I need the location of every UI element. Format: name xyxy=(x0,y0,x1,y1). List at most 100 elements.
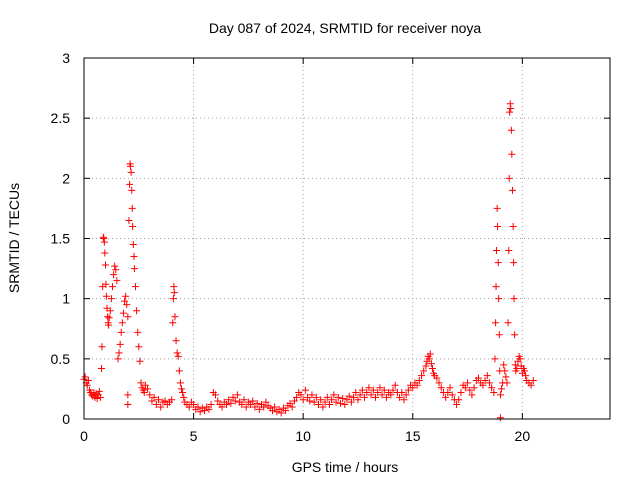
data-point xyxy=(433,374,441,382)
data-point xyxy=(240,396,248,404)
data-point xyxy=(513,364,521,372)
data-point xyxy=(461,384,469,392)
data-point xyxy=(121,297,129,305)
y-tick-label: 0.5 xyxy=(51,351,71,367)
x-tick-label: 20 xyxy=(515,428,531,444)
data-point xyxy=(185,403,193,411)
data-point xyxy=(98,364,106,372)
data-point xyxy=(81,373,89,381)
data-point xyxy=(358,386,366,394)
y-tick-label: 1 xyxy=(62,291,70,307)
data-point xyxy=(271,403,279,411)
data-point xyxy=(168,396,176,404)
data-point xyxy=(107,295,115,303)
data-point xyxy=(328,396,336,404)
data-point xyxy=(341,401,349,409)
data-point xyxy=(378,391,386,399)
data-point xyxy=(521,367,529,375)
data-point xyxy=(367,391,375,399)
data-point xyxy=(104,313,112,321)
data-point xyxy=(470,384,478,392)
data-point xyxy=(251,403,259,411)
data-point xyxy=(306,397,314,405)
data-point xyxy=(282,407,290,415)
data-point xyxy=(83,381,91,389)
data-point xyxy=(124,391,132,399)
data-point xyxy=(100,238,108,246)
data-point xyxy=(365,384,373,392)
data-point xyxy=(508,186,516,194)
data-point xyxy=(286,399,294,407)
data-point xyxy=(205,405,213,413)
data-point xyxy=(464,379,472,387)
data-point xyxy=(84,376,92,384)
data-point xyxy=(105,321,113,329)
data-point xyxy=(437,384,445,392)
data-point xyxy=(105,314,113,322)
data-point xyxy=(157,403,165,411)
data-point xyxy=(398,389,406,397)
data-point xyxy=(425,355,433,363)
data-point xyxy=(229,393,237,401)
data-point xyxy=(511,331,519,339)
data-point xyxy=(304,393,312,401)
data-point xyxy=(422,362,430,370)
x-tick-label: 0 xyxy=(80,428,88,444)
data-point xyxy=(179,389,187,397)
data-point xyxy=(483,372,491,380)
data-point xyxy=(101,249,109,257)
data-point xyxy=(101,261,109,269)
data-point xyxy=(288,403,296,411)
data-point xyxy=(315,401,323,409)
data-point xyxy=(308,391,316,399)
data-point xyxy=(339,395,347,403)
data-point xyxy=(110,271,118,279)
data-point xyxy=(255,405,263,413)
data-point xyxy=(238,401,246,409)
data-point xyxy=(175,367,183,375)
data-point xyxy=(455,396,463,404)
data-point xyxy=(253,399,261,407)
data-point xyxy=(194,403,202,411)
data-point xyxy=(319,403,327,411)
data-point xyxy=(112,266,120,274)
chart-title: Day 087 of 2024, SRMTID for receiver noy… xyxy=(209,20,482,36)
data-point xyxy=(146,391,154,399)
data-point xyxy=(380,386,388,394)
data-point xyxy=(495,295,503,303)
data-point xyxy=(500,361,508,369)
data-point xyxy=(310,398,318,406)
data-point xyxy=(506,108,514,116)
data-point xyxy=(227,399,235,407)
x-tick-label: 10 xyxy=(295,428,311,444)
data-point xyxy=(347,398,355,406)
data-point xyxy=(508,150,516,158)
data-point xyxy=(356,391,364,399)
data-point xyxy=(415,376,423,384)
data-point xyxy=(352,389,360,397)
data-point xyxy=(522,372,530,380)
data-point xyxy=(420,367,428,375)
data-point xyxy=(222,401,230,409)
data-point xyxy=(492,283,500,291)
data-point xyxy=(115,349,123,357)
data-point xyxy=(275,405,283,413)
data-point xyxy=(317,396,325,404)
data-point xyxy=(501,367,509,375)
data-point xyxy=(190,401,198,409)
data-point xyxy=(137,379,145,387)
data-point xyxy=(396,393,404,401)
data-point xyxy=(102,292,110,300)
data-point xyxy=(113,277,121,285)
data-point xyxy=(345,392,353,400)
data-point xyxy=(290,397,298,405)
data-point xyxy=(161,397,169,405)
data-point xyxy=(108,283,116,291)
data-point xyxy=(148,397,156,405)
data-point xyxy=(126,162,134,170)
data-point xyxy=(130,253,138,261)
data-point xyxy=(363,389,371,397)
x-tick-label: 5 xyxy=(190,428,198,444)
data-point xyxy=(214,397,222,405)
data-point xyxy=(376,384,384,392)
